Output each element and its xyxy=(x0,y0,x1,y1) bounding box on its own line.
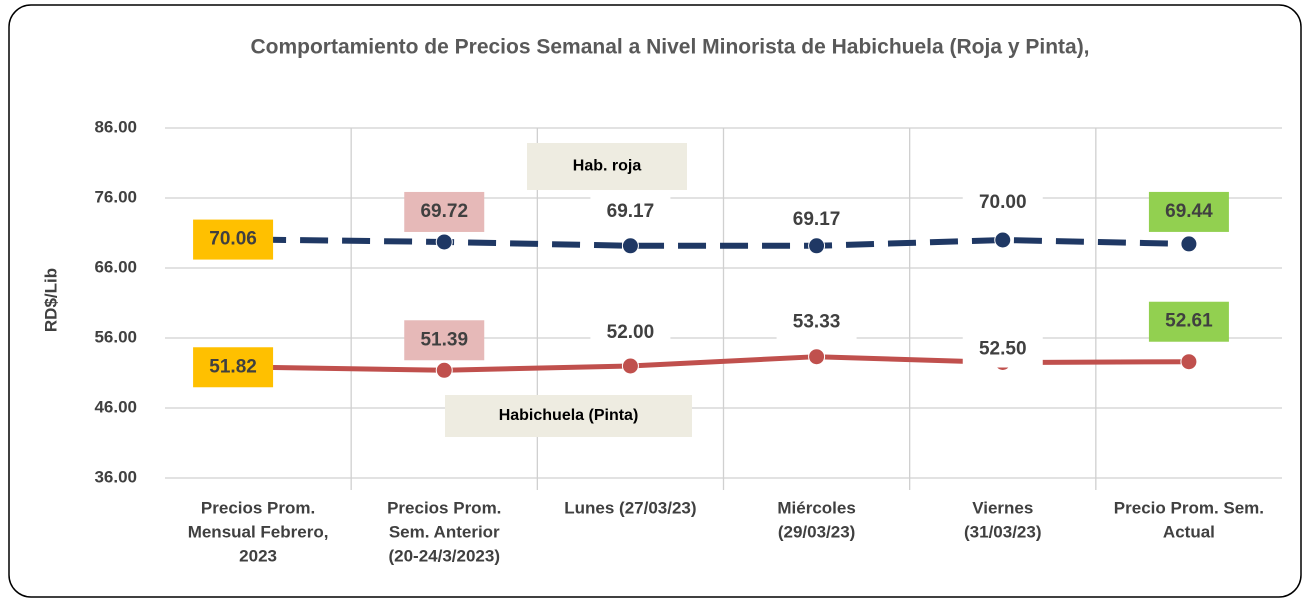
data-label: 52.61 xyxy=(1165,311,1213,332)
point xyxy=(994,231,1012,249)
x-tick-label: Lunes (27/03/23) xyxy=(564,498,696,517)
label-bg xyxy=(590,193,671,230)
point xyxy=(808,348,826,366)
label-bg xyxy=(404,191,485,232)
point xyxy=(435,233,453,251)
point xyxy=(435,361,453,379)
y-tick-label: 86.00 xyxy=(94,117,137,136)
data-label: 69.44 xyxy=(1165,201,1213,222)
frame xyxy=(8,4,1302,598)
label-bg xyxy=(962,185,1043,221)
legend-label: Habichuela (Pinta) xyxy=(499,407,639,424)
data-label: 53.33 xyxy=(793,312,841,333)
legend-box xyxy=(445,395,692,437)
point xyxy=(621,357,639,375)
data-label: 52.50 xyxy=(979,339,1027,360)
label-bg xyxy=(193,219,274,260)
data-label: 51.39 xyxy=(420,329,468,350)
x-tick-label: 2023 xyxy=(239,546,277,565)
legend-label: Hab. roja xyxy=(573,158,642,175)
x-tick-label: Sem. Anterior xyxy=(389,522,500,541)
label-bg xyxy=(962,331,1043,368)
series-line xyxy=(258,236,1189,249)
y-tick-label: 76.00 xyxy=(94,187,137,206)
chart-title: Comportamiento de Precios Semanal a Nive… xyxy=(250,36,1089,59)
data-label: 70.00 xyxy=(979,192,1027,213)
y-tick-label: 56.00 xyxy=(94,327,137,346)
x-tick-label: (20-24/3/2023) xyxy=(388,546,500,565)
x-tick-label: Precio Prom. Sem. xyxy=(1114,498,1264,517)
label-bg xyxy=(1148,191,1229,232)
point xyxy=(808,237,826,255)
data-label: 51.82 xyxy=(209,356,257,377)
point xyxy=(1180,353,1198,371)
label-bg xyxy=(776,304,857,341)
x-tick-label: Precios Prom. xyxy=(201,498,315,517)
data-label: 69.17 xyxy=(793,209,841,230)
legend-box xyxy=(527,143,687,190)
x-tick-label: Viernes xyxy=(972,498,1033,517)
label-bg xyxy=(776,201,857,238)
y-axis-label: RD$/Lib xyxy=(41,268,60,332)
x-tick-label: (29/03/23) xyxy=(778,522,856,541)
data-label: 69.17 xyxy=(607,201,655,222)
x-tick-label: (31/03/23) xyxy=(964,522,1042,541)
x-tick-label: Miércoles xyxy=(777,498,855,517)
data-label: 69.72 xyxy=(420,201,468,222)
x-tick-label: Mensual Febrero, xyxy=(188,522,329,541)
data-label: 70.06 xyxy=(209,229,257,250)
point xyxy=(1180,235,1198,253)
y-tick-label: 36.00 xyxy=(94,467,137,486)
label-bg xyxy=(590,315,671,351)
y-tick-label: 66.00 xyxy=(94,257,137,276)
x-tick-label: Precios Prom. xyxy=(387,498,501,517)
label-bg xyxy=(1148,301,1229,342)
point xyxy=(621,237,639,255)
label-bg xyxy=(193,347,274,388)
y-tick-label: 46.00 xyxy=(94,397,137,416)
label-bg xyxy=(404,320,485,361)
x-tick-label: Actual xyxy=(1163,522,1215,541)
data-label: 52.00 xyxy=(607,322,655,343)
